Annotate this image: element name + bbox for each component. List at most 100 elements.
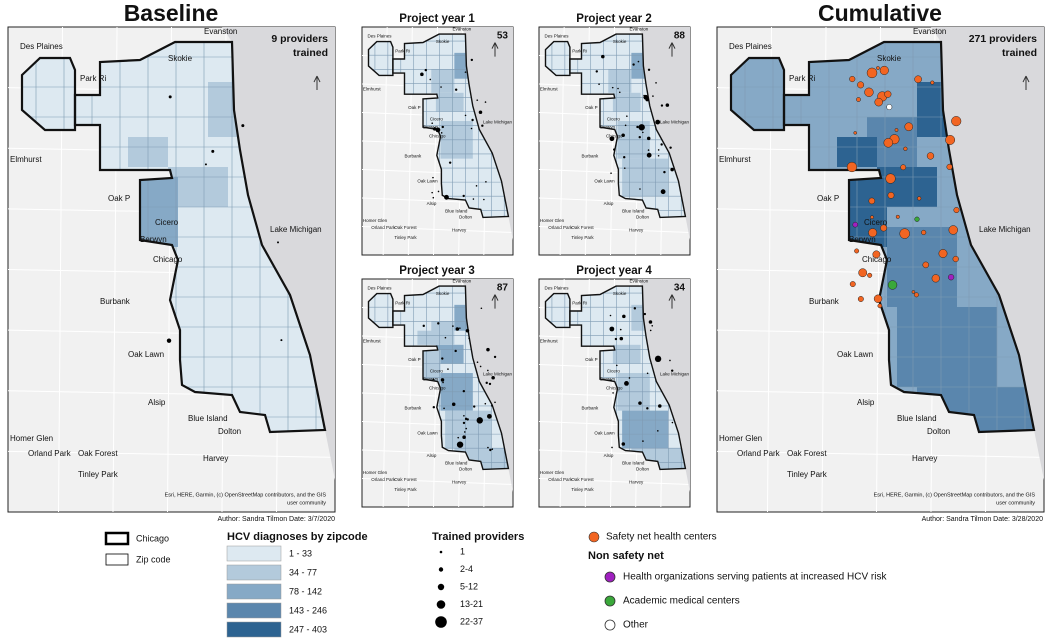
place-label: Park Ri	[572, 301, 587, 306]
provider-dot	[945, 135, 956, 145]
place-label: Dolton	[927, 427, 950, 436]
provider-dot	[447, 368, 449, 370]
provider-dot	[618, 91, 621, 94]
provider-dot	[470, 127, 473, 130]
provider-dot	[660, 104, 664, 107]
chicago-boundary	[569, 285, 687, 471]
provider-dot	[471, 118, 474, 122]
providers-count: 34	[674, 283, 686, 294]
provider-dot	[609, 379, 612, 381]
provider-dot	[617, 87, 619, 90]
provider-dot	[435, 127, 441, 133]
provider-dot	[670, 167, 674, 172]
provider-dot	[465, 329, 470, 333]
chicago-boundary	[392, 285, 510, 471]
provider-dot	[431, 191, 433, 194]
place-label: Oak Forest	[78, 449, 118, 458]
provider-dot	[947, 274, 955, 281]
provider-dot	[914, 75, 922, 84]
legend-label: 13-21	[460, 599, 483, 609]
legend-label: 22-37	[460, 616, 483, 626]
provider-dot	[646, 136, 651, 141]
place-label: Dolton	[636, 467, 650, 472]
provider-dot	[652, 95, 654, 97]
road	[361, 226, 514, 233]
providers-count: 271 providers	[969, 33, 1037, 45]
legend-label: Safety net health centers	[606, 532, 717, 543]
provider-dot	[626, 115, 628, 117]
place-label: Oak P	[817, 194, 839, 203]
provider-dot	[466, 418, 469, 421]
provider-dot	[921, 229, 927, 236]
place-label: Berwyn	[423, 124, 439, 129]
chicago-boundary	[20, 56, 77, 132]
lake	[460, 27, 513, 240]
provider-dot	[432, 196, 435, 199]
provider-dot	[654, 355, 662, 363]
place-label: Tinley Park	[394, 235, 417, 240]
provider-dot	[857, 296, 864, 302]
provider-dot	[660, 189, 666, 195]
provider-dot	[648, 320, 653, 324]
zip-area	[445, 410, 492, 449]
provider-dot	[211, 149, 215, 153]
provider-dot	[657, 430, 659, 432]
provider-dot	[636, 125, 639, 129]
road	[7, 450, 336, 458]
provider-dot	[437, 322, 440, 325]
legend-label: 2-4	[460, 564, 473, 574]
place-label: Park Ri	[395, 49, 410, 54]
place-label: Oak Forest	[787, 449, 827, 458]
provider-dot	[609, 314, 612, 317]
place-label: Blue Island	[445, 460, 468, 465]
provider-dot	[643, 312, 647, 316]
zip-area	[622, 158, 669, 197]
provider-dot	[651, 324, 654, 327]
provider-dot	[872, 250, 881, 259]
provider-dot	[491, 376, 495, 380]
provider-dot	[643, 94, 649, 100]
place-label: Oak Lawn	[594, 430, 615, 435]
provider-dot	[614, 337, 618, 341]
provider-dot	[864, 87, 874, 97]
provider-dot	[914, 216, 920, 222]
place-label: Oak Lawn	[128, 350, 164, 359]
place-label: Oak P	[585, 357, 598, 362]
place-label: Homer Glen	[363, 470, 388, 475]
provider-dot	[669, 146, 672, 149]
legend-title: Non safety net	[588, 550, 664, 562]
place-label: Oak Forest	[394, 225, 417, 230]
provider-dot	[476, 99, 479, 101]
provider-dot	[880, 224, 888, 232]
provider-dot	[938, 249, 948, 258]
legend-label: 5-12	[460, 581, 478, 591]
provider-dot	[619, 328, 622, 331]
provider-dot	[657, 154, 660, 157]
chicago-boundary	[392, 33, 510, 219]
provider-dot	[868, 197, 876, 205]
zip-area	[431, 69, 455, 93]
place-label: Berwyn	[849, 235, 876, 244]
legend-swatch	[226, 545, 282, 562]
place-label: Alsip	[604, 453, 614, 458]
provider-dot	[900, 164, 907, 171]
place-label: Des Plaines	[368, 286, 393, 291]
provider-dot	[633, 307, 637, 310]
provider-dot	[442, 381, 444, 384]
provider-dot	[646, 407, 649, 410]
provider-dot	[451, 402, 456, 407]
provider-dot	[601, 54, 605, 59]
legend-title: Trained providers	[432, 531, 524, 543]
attribution: Esri, HERE, Garmin, (c) OpenStreetMap co…	[165, 492, 327, 498]
provider-dot	[420, 72, 424, 77]
place-label: Chicago	[862, 255, 892, 264]
place-label: Skokie	[436, 39, 450, 44]
place-label: Park Ri	[80, 74, 106, 83]
place-label: Des Plaines	[729, 42, 772, 51]
provider-dot	[424, 68, 427, 72]
place-label: Cicero	[430, 116, 444, 121]
provider-dot	[468, 337, 470, 340]
provider-dot	[422, 324, 425, 328]
place-label: Burbank	[581, 405, 599, 410]
provider-dot	[485, 181, 487, 183]
